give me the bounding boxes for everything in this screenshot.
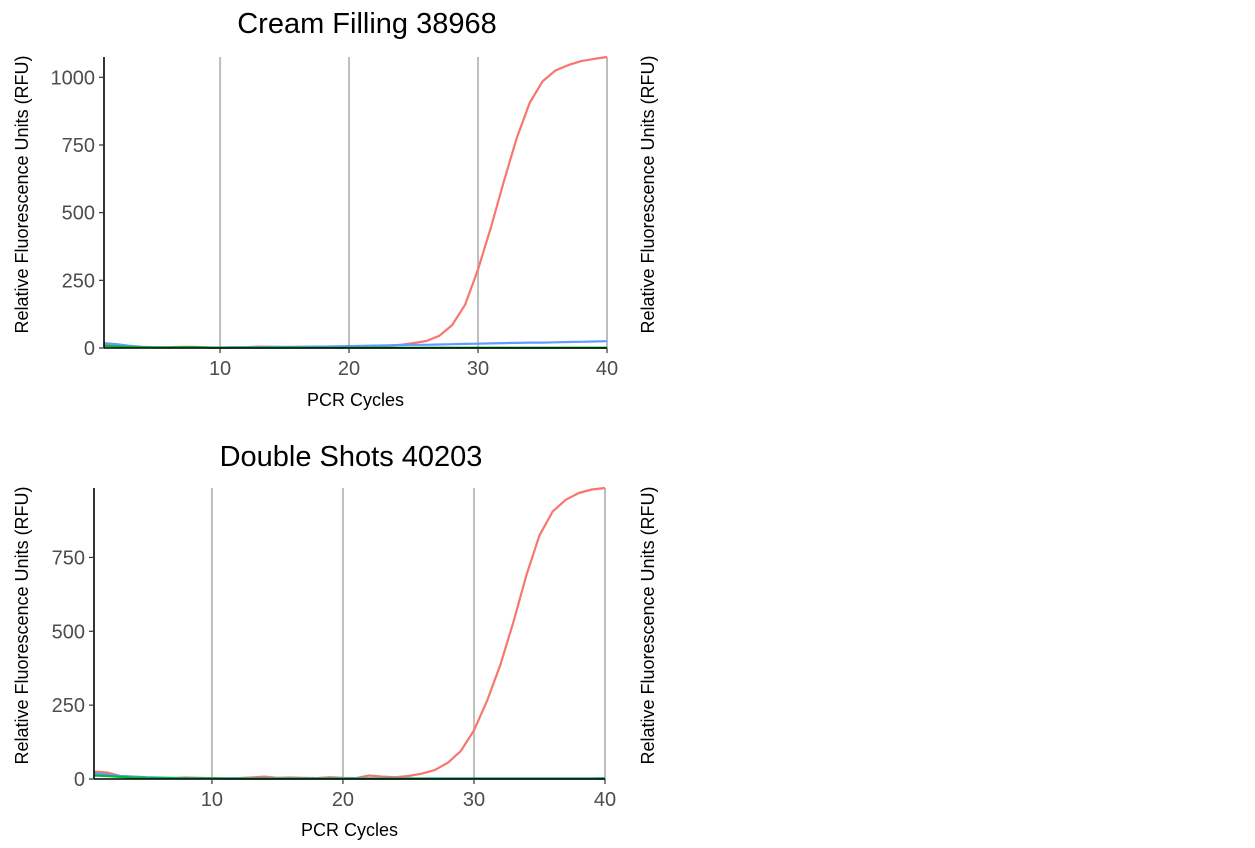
x-tick-label: 40 — [596, 358, 618, 380]
series-line-0 — [103, 55, 608, 349]
x-tick-label: 40 — [594, 789, 616, 811]
x-tick-label: 20 — [338, 358, 360, 380]
y-tick-label: 0 — [74, 769, 85, 791]
y-axis-label: Relative Fluorescence Units (RFU) — [638, 486, 658, 764]
y-tick-label: 750 — [52, 547, 85, 569]
chart-panel-cream-filling-38968: Cream Filling 38968 10 20 30 40 0 250 500 750 100… — [0, 0, 627, 424]
chart-svg: Double Shots 40203 10 20 30 40 0 250 500 750 PCR … — [12, 441, 616, 840]
y-tick-label: 250 — [62, 270, 95, 292]
y-tick-label: 500 — [62, 203, 95, 225]
chart-svg: Double Shots 402021020304002505007501000… — [638, 55, 658, 333]
y-tick-label: 0 — [84, 338, 95, 360]
chart-panel-e85-40204: E85 40204102030400250500750PCR CyclesRel… — [627, 424, 1254, 848]
x-axis-label: PCR Cycles — [301, 820, 398, 840]
series-line-0 — [93, 486, 606, 780]
x-tick-label: 10 — [209, 358, 231, 380]
y-tick-label: 500 — [52, 621, 85, 643]
y-axis-label: Relative Fluorescence Units (RFU) — [12, 55, 32, 333]
chart-svg: Cream Filling 38968 10 20 30 40 0 250 500 750 100… — [12, 8, 618, 410]
chart-title: Double Shots 40203 — [220, 441, 483, 473]
chart-panel-double-shots-40202: Double Shots 402021020304002505007501000… — [627, 0, 1254, 424]
y-tick-label: 250 — [52, 695, 85, 717]
chart-panel-double-shots-40203: Double Shots 40203 10 20 30 40 0 250 500 750 PCR … — [0, 424, 627, 848]
y-axis-label: Relative Fluorescence Units (RFU) — [12, 486, 32, 764]
y-axis-label: Relative Fluorescence Units (RFU) — [638, 55, 658, 333]
x-tick-label: 20 — [332, 789, 354, 811]
x-tick-label: 30 — [467, 358, 489, 380]
chart-title: Cream Filling 38968 — [237, 8, 497, 40]
y-tick-label: 1000 — [51, 67, 96, 89]
x-axis-label: PCR Cycles — [307, 390, 404, 410]
y-tick-label: 750 — [62, 135, 95, 157]
x-tick-label: 30 — [463, 789, 485, 811]
chart-svg: E85 40204102030400250500750PCR CyclesRel… — [638, 486, 658, 764]
x-tick-label: 10 — [201, 789, 223, 811]
